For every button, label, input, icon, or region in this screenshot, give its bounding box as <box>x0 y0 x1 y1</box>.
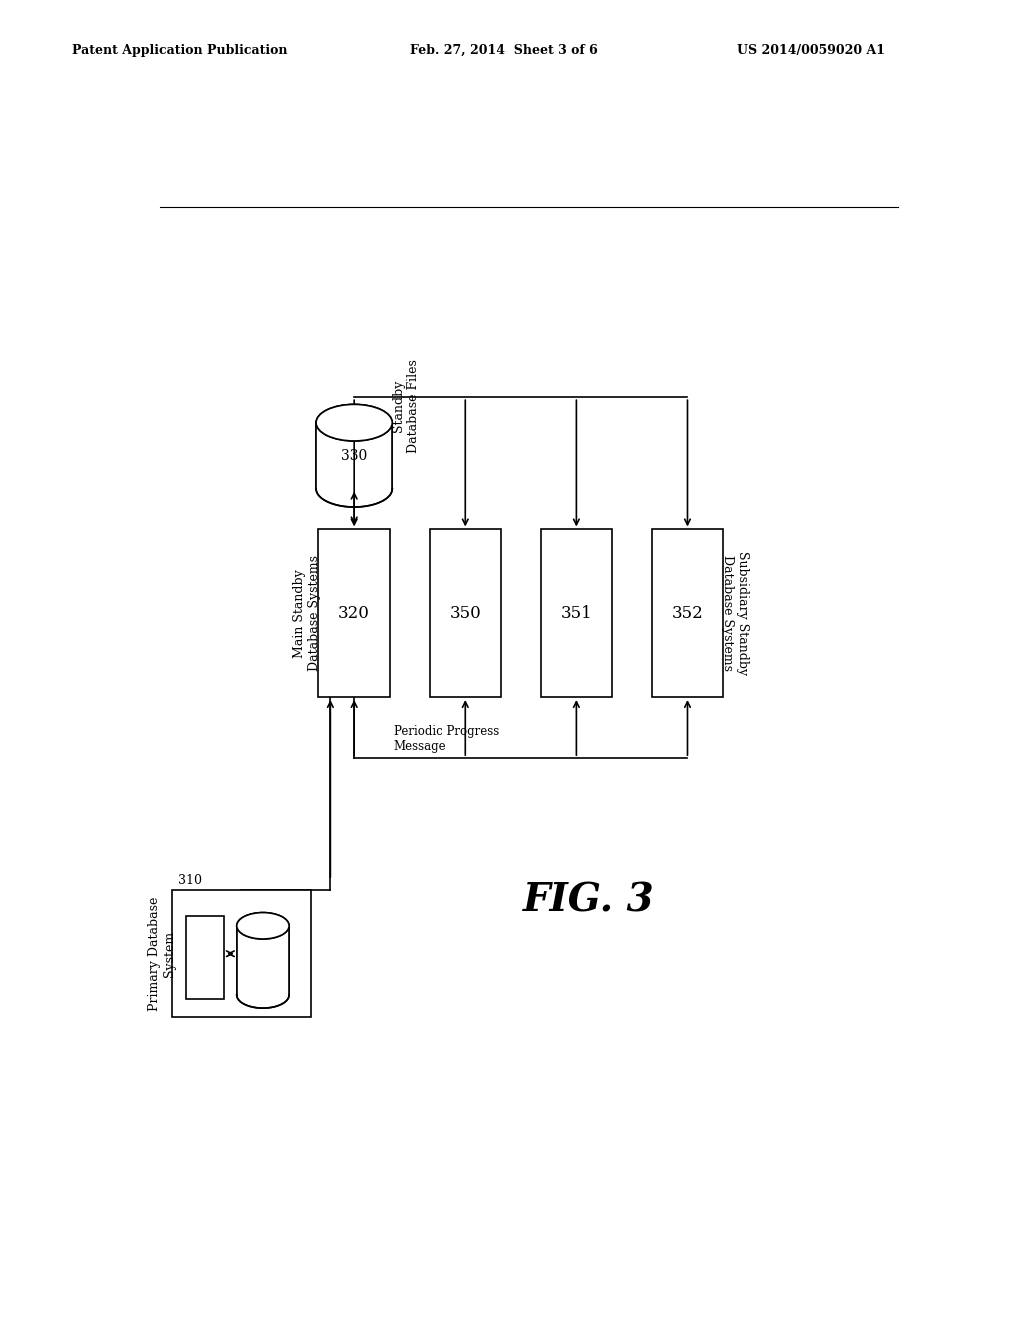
Bar <box>318 529 390 697</box>
Bar <box>652 529 723 697</box>
Text: Primary Database
System: Primary Database System <box>148 896 176 1011</box>
Text: Feb. 27, 2014  Sheet 3 of 6: Feb. 27, 2014 Sheet 3 of 6 <box>410 44 597 57</box>
Text: 352: 352 <box>672 605 703 622</box>
Bar <box>541 529 612 697</box>
Ellipse shape <box>316 404 392 441</box>
Ellipse shape <box>316 404 392 441</box>
Text: 310: 310 <box>178 874 202 887</box>
Text: Standby
Database Files: Standby Database Files <box>392 359 420 453</box>
Text: US 2014/0059020 A1: US 2014/0059020 A1 <box>737 44 886 57</box>
Ellipse shape <box>237 912 289 939</box>
Bar <box>316 422 392 488</box>
Text: Patent Application Publication: Patent Application Publication <box>72 44 287 57</box>
Text: 320: 320 <box>338 605 370 622</box>
Text: 351: 351 <box>560 605 592 622</box>
Ellipse shape <box>237 912 289 939</box>
Bar <box>237 925 289 995</box>
Text: Subsidiary Standby
Database Systems: Subsidiary Standby Database Systems <box>721 552 750 676</box>
Bar <box>186 916 224 999</box>
Text: Main Standby
Database Systems: Main Standby Database Systems <box>293 556 321 672</box>
Bar <box>172 890 310 1018</box>
Text: Periodic Progress
Message: Periodic Progress Message <box>394 725 499 752</box>
Text: 350: 350 <box>450 605 481 622</box>
Text: FIG. 3: FIG. 3 <box>522 882 654 919</box>
Text: 330: 330 <box>341 449 368 463</box>
Bar <box>430 529 501 697</box>
